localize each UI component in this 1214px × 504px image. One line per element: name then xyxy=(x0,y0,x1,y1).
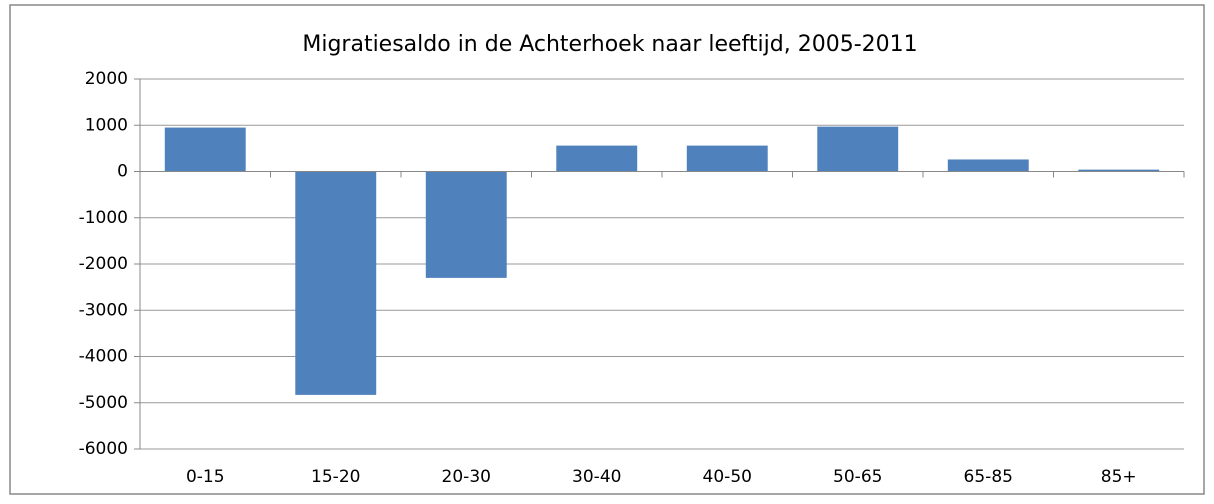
x-tick-label: 65-85 xyxy=(964,467,1013,487)
chart-title: Migratiesaldo in de Achterhoek naar leef… xyxy=(302,32,917,57)
bar xyxy=(817,126,899,172)
x-tick-label: 50-65 xyxy=(833,467,882,487)
bar xyxy=(556,145,638,172)
y-tick-label: 1000 xyxy=(85,115,128,135)
y-tick-label: -4000 xyxy=(79,347,128,367)
y-tick-label: -6000 xyxy=(79,439,128,459)
chart-border xyxy=(9,4,1205,495)
bar xyxy=(1078,169,1160,172)
x-tick-label: 30-40 xyxy=(572,467,621,487)
bar xyxy=(164,127,246,172)
x-tick-label: 15-20 xyxy=(311,467,360,487)
x-tick-label: 20-30 xyxy=(442,467,491,487)
y-tick-label: 2000 xyxy=(85,69,128,89)
bar xyxy=(295,171,377,395)
y-tick-label: 0 xyxy=(117,162,128,182)
bar xyxy=(947,159,1029,172)
x-tick-label: 0-15 xyxy=(186,467,225,487)
y-tick-label: -3000 xyxy=(79,300,128,320)
bar xyxy=(686,145,768,172)
bar xyxy=(425,171,507,278)
x-tick-label: 85+ xyxy=(1101,467,1137,487)
y-tick-label: -2000 xyxy=(79,254,128,274)
y-tick-label: -5000 xyxy=(79,393,128,413)
x-tick-label: 40-50 xyxy=(703,467,752,487)
y-tick-label: -1000 xyxy=(79,208,128,228)
